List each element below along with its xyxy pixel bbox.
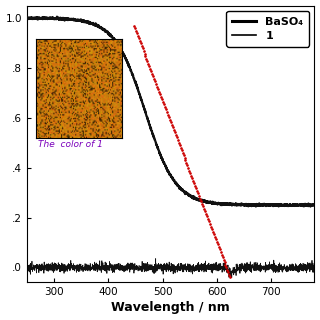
Text: The  color of 1: The color of 1: [38, 140, 103, 149]
X-axis label: Wavelength / nm: Wavelength / nm: [111, 301, 230, 315]
Legend: BaSO₄, 1: BaSO₄, 1: [226, 11, 309, 47]
